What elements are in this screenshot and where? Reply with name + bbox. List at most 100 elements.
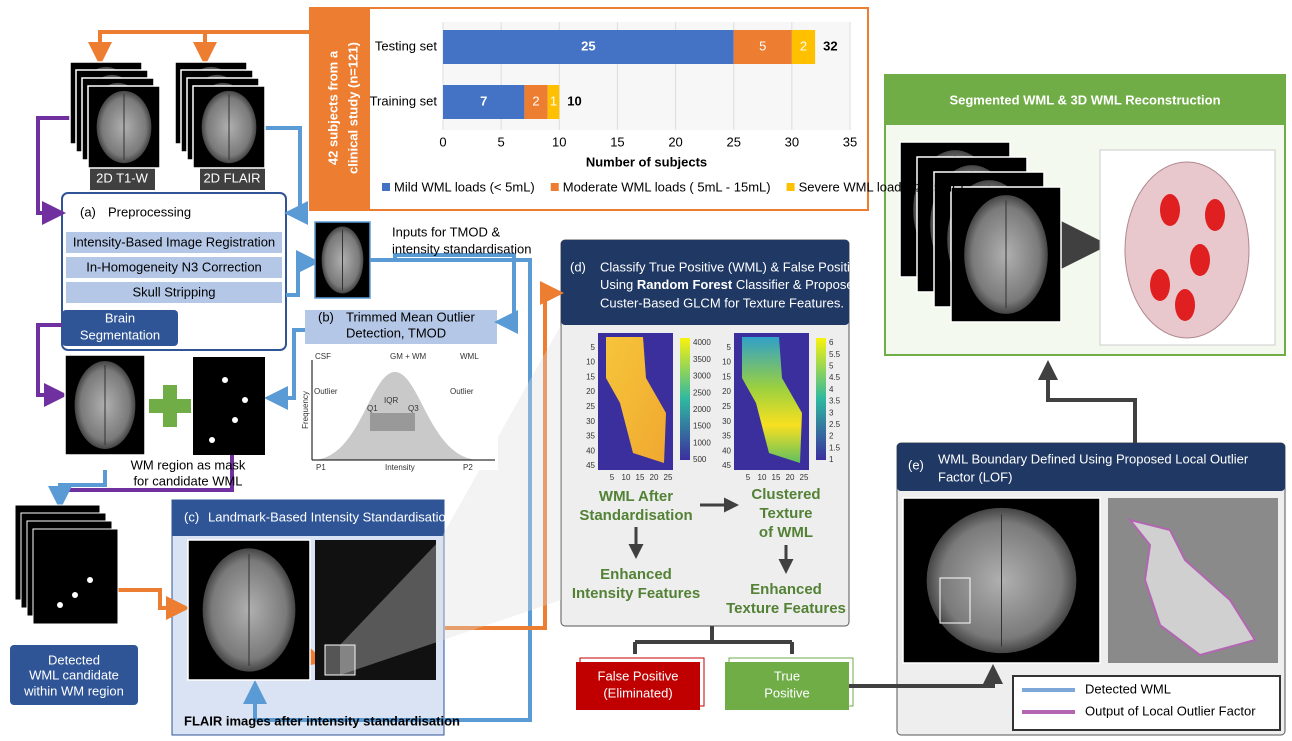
heatmap-tick: 20	[722, 387, 731, 396]
box-text: False Positive	[598, 668, 679, 683]
legend-swatch	[786, 183, 795, 191]
wml-3d	[1205, 199, 1225, 231]
box-title: Segmented WML & 3D WML Reconstruction	[949, 92, 1220, 107]
input-label: 2D T1-W	[96, 170, 148, 185]
chart-side	[310, 8, 370, 210]
heatmap	[606, 337, 666, 463]
step-label: (e)	[908, 457, 924, 472]
bar	[443, 85, 525, 119]
lesion	[232, 417, 238, 423]
x-tick-label: 35	[843, 134, 857, 149]
plot-label: Outlier	[314, 387, 338, 396]
caption: Inputs for TMOD &	[392, 224, 500, 239]
heatmap-tick: 25	[800, 473, 809, 482]
heatmap-tick: 15	[586, 372, 595, 381]
colorbar-tick: 6	[829, 338, 834, 347]
box-text: Positive	[764, 685, 810, 700]
lesion	[87, 577, 93, 583]
x-tick-label: 25	[726, 134, 740, 149]
heatmap-tick: 10	[622, 473, 631, 482]
bar-label: 2	[532, 93, 539, 108]
boundary-header	[897, 443, 1285, 491]
heatmap-tick: 15	[722, 372, 731, 381]
step-label: (a)	[80, 204, 96, 219]
wml-3d	[1150, 269, 1170, 301]
wml-3d	[1160, 194, 1180, 226]
wml-3d	[1175, 289, 1195, 321]
colorbar-tick: 4000	[693, 338, 711, 347]
lesion	[209, 437, 215, 443]
heatmap-tick: 10	[586, 358, 595, 367]
bar	[791, 30, 816, 64]
lesion	[57, 602, 63, 608]
colorbar-tick: 5.5	[829, 350, 841, 359]
feature-text: WML After	[599, 488, 673, 505]
legend-label: Moderate WML loads ( 5mL - 15mL)	[563, 179, 771, 194]
x-tick-label: 0	[439, 134, 446, 149]
title-part: Using	[600, 277, 637, 292]
heatmap-tick: 20	[586, 387, 595, 396]
plot-label: GM + WM	[390, 352, 427, 361]
step-text: Skull Stripping	[132, 284, 215, 299]
heatmap-tick: 40	[722, 446, 731, 455]
total-label: 32	[823, 38, 837, 53]
box	[370, 413, 415, 431]
bar	[443, 30, 734, 64]
colorbar-tick: 2	[829, 432, 834, 441]
x-tick-label: 30	[785, 134, 799, 149]
box-text: within WM region	[23, 683, 124, 698]
colorbar-tick: 2500	[693, 388, 711, 397]
box-text: True	[774, 668, 800, 683]
plot-label: WML	[460, 352, 479, 361]
colorbar-tick: 4.5	[829, 373, 841, 382]
step-text: In-Homogeneity N3 Correction	[86, 259, 262, 274]
heatmap-tick: 5	[727, 343, 732, 352]
detected-box	[10, 645, 138, 705]
step-label: (b)	[318, 309, 334, 324]
plot-label: Intensity	[385, 463, 415, 472]
heatmap-tick: 20	[650, 473, 659, 482]
input-label: 2D FLAIR	[203, 170, 260, 185]
step	[66, 282, 282, 303]
heatmap-tick: 25	[664, 473, 673, 482]
heatmap-tick: 5	[746, 473, 751, 482]
caption: FLAIR images after intensity standardisa…	[184, 713, 460, 728]
feature-text: of WML	[759, 524, 813, 541]
boundary-legend	[1012, 675, 1281, 731]
colorbar-tick: 1000	[693, 438, 711, 447]
heatmap-tick: 40	[586, 446, 595, 455]
legend-swatch	[382, 183, 390, 191]
side-label: clinical study (n=121)	[345, 42, 360, 174]
heatmap	[742, 337, 802, 463]
legend-label: Detected WML	[1085, 681, 1171, 696]
bar-label: 25	[581, 38, 595, 53]
colorbar-tick: 5	[829, 362, 834, 371]
tmod-box	[305, 310, 497, 344]
colorbar-tick: 3000	[693, 372, 711, 381]
bar	[547, 85, 560, 119]
plot-label: Q1	[367, 404, 378, 413]
y-tick-label: Training set	[370, 93, 438, 108]
heatmap-tick: 30	[586, 417, 595, 426]
bar-label: 5	[759, 38, 766, 53]
box-text: Detected	[48, 652, 100, 667]
caption: WM region as mask	[131, 457, 246, 472]
colorbar-tick: 2.5	[829, 420, 841, 429]
caption: intensity standardisation	[392, 241, 531, 256]
legend-swatch	[550, 183, 559, 191]
zoom-cone	[340, 325, 561, 675]
heatmap-tick: 10	[758, 473, 767, 482]
heatmap-tick: 5	[610, 473, 615, 482]
heatmap-tick: 15	[636, 473, 645, 482]
box-title: Preprocessing	[108, 204, 191, 219]
x-axis-title: Number of subjects	[586, 154, 707, 169]
box-text: Detection, TMOD	[346, 325, 446, 340]
bar-label: 7	[480, 93, 487, 108]
total-label: 10	[567, 93, 581, 108]
feature-text: Texture	[759, 505, 812, 522]
plot-label: CSF	[315, 352, 331, 361]
step	[66, 257, 282, 278]
legend-label: Output of Local Outlier Factor	[1085, 703, 1256, 718]
title-part: Classifier & Proposed	[732, 277, 861, 292]
